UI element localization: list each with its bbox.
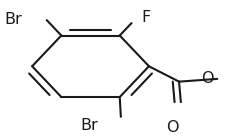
Text: F: F — [140, 10, 150, 25]
Text: O: O — [166, 120, 178, 135]
Text: O: O — [200, 71, 213, 86]
Text: Br: Br — [4, 12, 22, 27]
Text: Br: Br — [80, 118, 98, 133]
